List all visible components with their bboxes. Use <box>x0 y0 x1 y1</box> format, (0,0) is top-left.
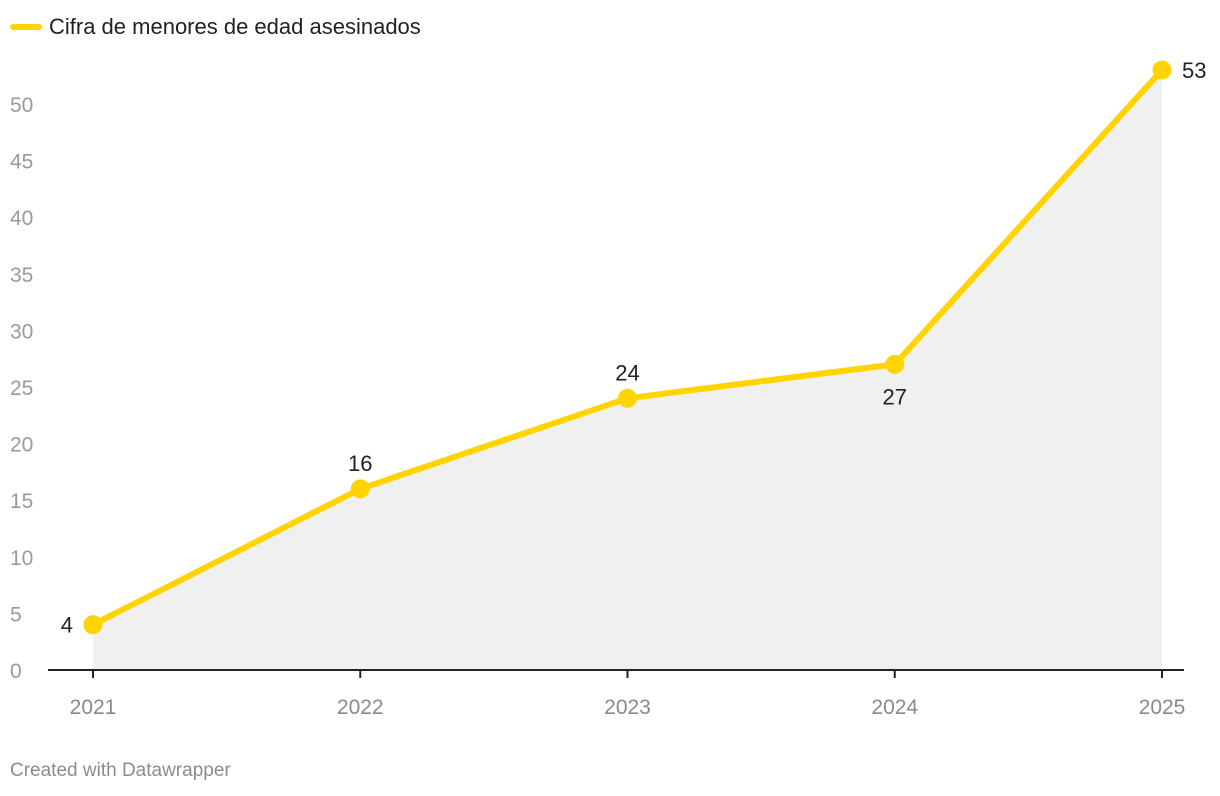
y-tick-label: 10 <box>10 547 33 570</box>
data-point <box>618 388 637 408</box>
data-point <box>885 354 905 374</box>
legend-label: Cifra de menores de edad asesinados <box>49 14 421 39</box>
x-tick-label: 2021 <box>70 696 117 719</box>
y-tick-label: 5 <box>10 603 22 626</box>
data-point <box>350 479 370 499</box>
x-tick-label: 2024 <box>871 696 918 719</box>
data-point <box>1152 60 1172 80</box>
data-label: 16 <box>348 451 372 476</box>
data-label: 53 <box>1182 58 1206 83</box>
y-tick-label: 15 <box>10 490 33 513</box>
legend-swatch <box>10 24 42 30</box>
y-tick-label: 40 <box>10 207 33 230</box>
y-tick-label: 25 <box>10 377 33 400</box>
y-tick-label: 20 <box>10 434 33 457</box>
data-point <box>83 615 103 635</box>
y-tick-label: 50 <box>10 94 33 117</box>
data-label: 24 <box>615 360 639 385</box>
legend: Cifra de menores de edad asesinados <box>10 14 421 40</box>
y-tick-label: 30 <box>10 320 33 343</box>
area-fill <box>93 70 1162 670</box>
y-tick-label: 0 <box>10 660 22 683</box>
y-tick-label: 35 <box>10 264 33 287</box>
x-tick-label: 2022 <box>337 696 384 719</box>
data-label: 4 <box>61 613 73 638</box>
credit-text: Created with Datawrapper <box>10 760 231 781</box>
data-label: 27 <box>883 384 907 409</box>
x-tick-label: 2023 <box>604 696 651 719</box>
y-tick-label: 45 <box>10 151 33 174</box>
x-tick-label: 2025 <box>1139 696 1186 719</box>
